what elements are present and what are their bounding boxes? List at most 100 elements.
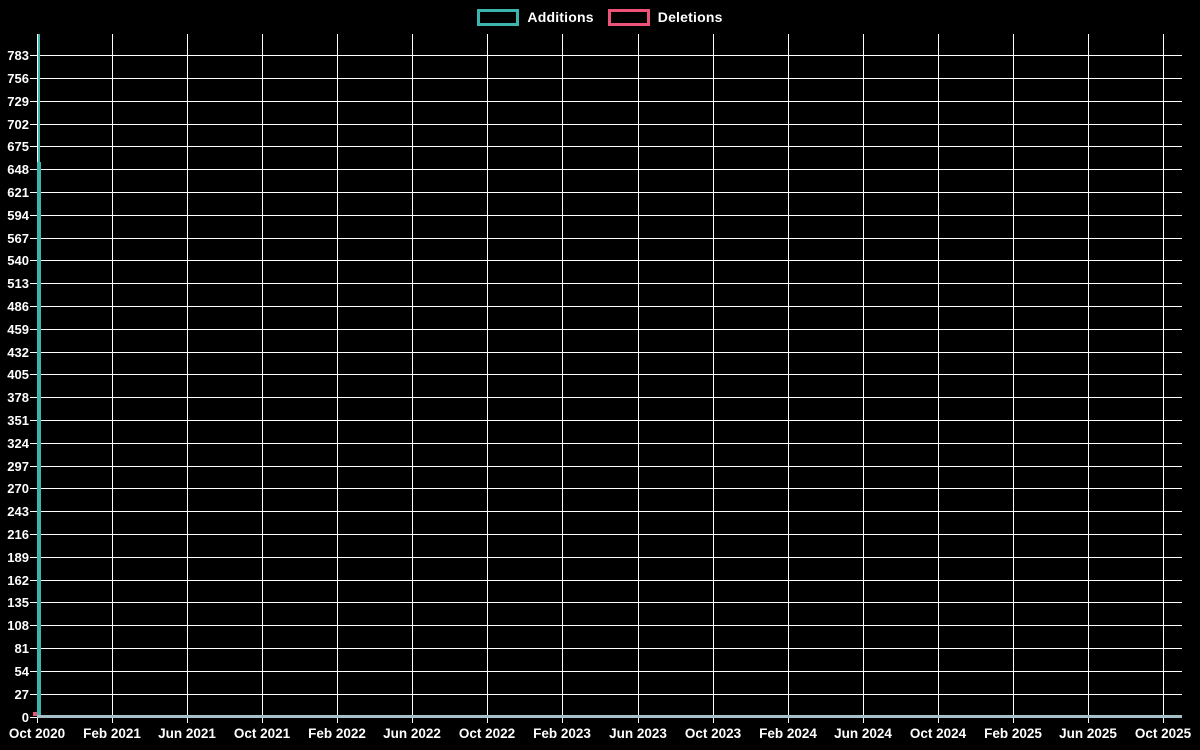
addition-bar [36,162,41,717]
x-axis-tick [187,717,188,723]
y-tick-label: 540 [7,253,29,268]
x-gridline [487,34,488,717]
y-gridline [37,55,1182,56]
x-axis-tick [788,717,789,723]
y-axis-tick [30,488,37,489]
y-gridline [37,694,1182,695]
x-axis-tick [713,717,714,723]
y-gridline [37,580,1182,581]
y-axis-tick [30,557,37,558]
y-axis-tick [30,671,37,672]
x-gridline [112,34,113,717]
y-tick-label: 567 [7,231,29,246]
x-tick-label: Feb 2024 [759,726,817,741]
y-tick-label: 513 [7,276,29,291]
y-axis-tick [30,192,37,193]
legend-item-additions[interactable]: Additions [477,8,594,26]
x-axis-tick [112,717,113,723]
y-gridline [37,602,1182,603]
y-axis-tick [30,717,37,718]
y-gridline [37,625,1182,626]
y-gridline [37,443,1182,444]
y-tick-label: 243 [7,504,29,519]
x-tick-label: Oct 2020 [8,726,66,741]
x-gridline [412,34,413,717]
x-tick-label: Feb 2021 [83,726,141,741]
y-gridline [37,306,1182,307]
x-tick-label: Jun 2022 [383,726,441,741]
x-gridline [1013,34,1014,717]
x-axis-tick [337,717,338,723]
x-axis-baseline [37,715,1182,718]
x-axis-tick [863,717,864,723]
chart-legend: Additions Deletions [0,7,1200,27]
y-axis-tick [30,420,37,421]
x-axis-tick [1088,717,1089,723]
y-axis-tick [30,443,37,444]
x-axis-tick [638,717,639,723]
y-tick-label: 216 [7,527,29,542]
y-tick-label: 405 [7,367,29,382]
x-axis-tick [562,717,563,723]
x-tick-label: Oct 2021 [233,726,291,741]
x-tick-label: Jun 2023 [609,726,667,741]
y-tick-label: 621 [7,185,29,200]
x-axis-tick [487,717,488,723]
x-tick-label: Oct 2024 [909,726,967,741]
y-axis-tick [30,146,37,147]
x-gridline [788,34,789,717]
x-gridline [187,34,188,717]
x-gridline [337,34,338,717]
y-axis-tick [30,466,37,467]
y-gridline [37,283,1182,284]
y-axis-tick [30,648,37,649]
y-gridline [37,466,1182,467]
y-gridline [37,352,1182,353]
additions-swatch-icon [477,8,520,26]
x-tick-label: Jun 2021 [158,726,216,741]
x-gridline [638,34,639,717]
y-axis-tick [30,169,37,170]
y-tick-label: 270 [7,481,29,496]
x-axis-tick [1163,717,1164,723]
y-gridline [37,420,1182,421]
x-tick-label: Oct 2022 [458,726,516,741]
y-gridline [37,534,1182,535]
x-gridline [863,34,864,717]
x-tick-label: Feb 2022 [308,726,366,741]
y-gridline [37,146,1182,147]
y-gridline [37,78,1182,79]
y-gridline [37,238,1182,239]
y-axis-tick [30,352,37,353]
y-axis-tick [30,283,37,284]
y-axis-tick [30,329,37,330]
legend-item-deletions[interactable]: Deletions [607,8,723,26]
x-axis-tick [262,717,263,723]
y-tick-label: 324 [7,436,29,451]
y-axis-tick [30,215,37,216]
y-axis-tick [30,511,37,512]
y-gridline [37,101,1182,102]
y-axis-tick [30,534,37,535]
x-gridline [713,34,714,717]
x-tick-label: Jun 2025 [1059,726,1117,741]
y-axis-tick [30,55,37,56]
y-tick-label: 702 [7,117,29,132]
y-tick-label: 756 [7,71,29,86]
x-axis-tick [938,717,939,723]
y-gridline [37,511,1182,512]
y-gridline [37,648,1182,649]
y-gridline [37,169,1182,170]
x-axis-tick [412,717,413,723]
additions-legend-label: Additions [527,9,594,25]
x-tick-label: Jun 2024 [834,726,892,741]
y-tick-label: 729 [7,94,29,109]
y-gridline [37,488,1182,489]
x-axis-tick [37,717,38,723]
y-axis-tick [30,101,37,102]
y-tick-label: 81 [14,641,29,656]
y-gridline [37,374,1182,375]
y-gridline [37,260,1182,261]
x-tick-label: Oct 2023 [684,726,742,741]
